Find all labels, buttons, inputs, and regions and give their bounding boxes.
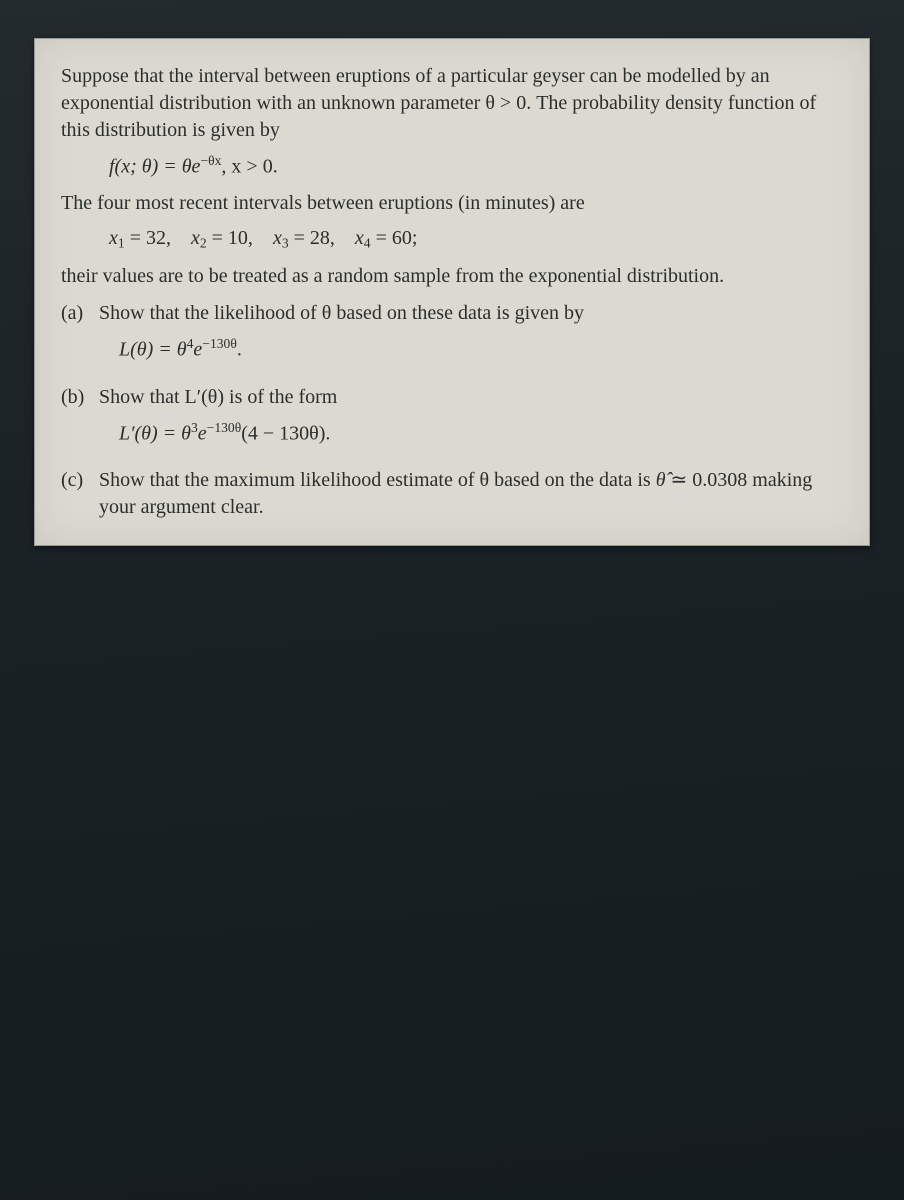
screen-background: Suppose that the interval between erupti… bbox=[0, 0, 904, 1200]
a-eq-lhs: L(θ) = θ bbox=[119, 339, 187, 361]
observations-intro: The four most recent intervals between e… bbox=[61, 190, 843, 217]
question-c-text-a: Show that the maximum likelihood estimat… bbox=[99, 469, 656, 491]
obs-x4-sub: 4 bbox=[364, 236, 371, 251]
question-b-text: Show that L′(θ) is of the form bbox=[99, 384, 843, 411]
b-eq-tail: (4 − 130θ). bbox=[241, 422, 330, 444]
pdf-tail: , x > 0. bbox=[221, 155, 277, 177]
b-eq-mid: e bbox=[198, 422, 207, 444]
question-b: (b) Show that L′(θ) is of the form L′(θ)… bbox=[61, 384, 843, 457]
obs-x1-val: = 32, bbox=[125, 227, 171, 249]
obs-x1-sub: 1 bbox=[118, 236, 125, 251]
a-eq-tail: . bbox=[237, 339, 242, 361]
obs-x2-var: x bbox=[191, 227, 200, 249]
question-b-label: (b) bbox=[61, 384, 99, 411]
obs-x4-var: x bbox=[355, 227, 364, 249]
question-a-text: Show that the likelihood of θ based on t… bbox=[99, 300, 843, 327]
pdf-lhs: f(x; θ) = θe bbox=[109, 155, 200, 177]
obs-x4-val: = 60; bbox=[371, 227, 418, 249]
question-c-label: (c) bbox=[61, 467, 99, 494]
observations-values: x1 = 32, x2 = 10, x3 = 28, x4 = 60; bbox=[109, 225, 843, 253]
obs-x2-val: = 10, bbox=[207, 227, 253, 249]
question-a-label: (a) bbox=[61, 300, 99, 327]
theta-hat: θ̂ bbox=[656, 469, 666, 491]
document-page: Suppose that the interval between erupti… bbox=[34, 38, 870, 546]
a-eq-exp: −130θ bbox=[202, 336, 237, 351]
question-a-equation: L(θ) = θ4e−130θ. bbox=[119, 335, 843, 363]
pdf-exponent: −θx bbox=[200, 153, 221, 168]
b-eq-lhs: L′(θ) = θ bbox=[119, 422, 191, 444]
obs-x2-sub: 2 bbox=[200, 236, 207, 251]
question-b-equation: L′(θ) = θ3e−130θ(4 − 130θ). bbox=[119, 419, 843, 447]
question-a: (a) Show that the likelihood of θ based … bbox=[61, 300, 843, 373]
observations-outro: their values are to be treated as a rand… bbox=[61, 263, 843, 290]
pdf-equation: f(x; θ) = θe−θx, x > 0. bbox=[109, 152, 843, 180]
b-eq-pow: 3 bbox=[191, 420, 198, 435]
b-eq-exp: −130θ bbox=[207, 420, 242, 435]
obs-x1-var: x bbox=[109, 227, 118, 249]
a-eq-mid: e bbox=[193, 339, 202, 361]
obs-x3-sub: 3 bbox=[282, 236, 289, 251]
obs-x3-var: x bbox=[273, 227, 282, 249]
intro-paragraph: Suppose that the interval between erupti… bbox=[61, 63, 843, 144]
obs-x3-val: = 28, bbox=[289, 227, 335, 249]
question-c: (c) Show that the maximum likelihood est… bbox=[61, 467, 843, 521]
